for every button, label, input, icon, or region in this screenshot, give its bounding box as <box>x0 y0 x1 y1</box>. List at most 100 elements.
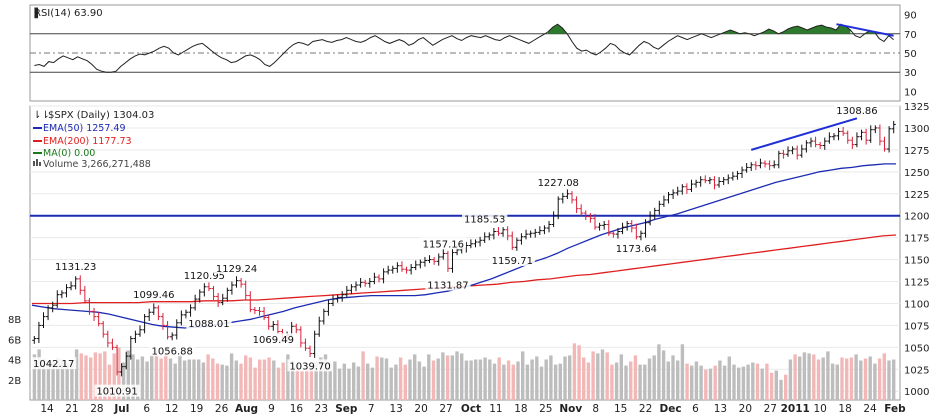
rsi-overbought-area <box>548 24 568 34</box>
volume-bar <box>234 360 238 400</box>
volume-bar <box>262 359 267 400</box>
volume-bar <box>643 364 647 400</box>
ohlc-bar <box>473 239 478 248</box>
ohlc-bar <box>64 284 69 298</box>
ohlc-bar <box>248 291 253 313</box>
ohlc-bar <box>546 220 552 233</box>
volume-bar <box>812 354 816 400</box>
ohlc-bar <box>105 330 110 348</box>
volume-bar <box>328 362 332 400</box>
volume-bar <box>793 354 797 400</box>
volume-bar <box>788 359 793 400</box>
price-annotation: 1308.86 <box>834 104 880 117</box>
volume-bar <box>258 359 262 400</box>
rsi-label: RSI(14) 63.90 <box>34 8 103 19</box>
volume-y-axis-ticks: 8B 6B 4B 2B <box>8 315 21 387</box>
ohlc-bar <box>749 162 754 171</box>
volume-tick-label: 4B <box>8 356 21 367</box>
volume-bar <box>610 364 614 400</box>
ohlc-bar <box>211 285 216 300</box>
volume-bar <box>32 354 37 400</box>
volume-bar <box>89 357 93 400</box>
volume-bar <box>389 367 393 400</box>
x-tick-label: 26 <box>215 403 229 415</box>
ohlc-bar <box>813 136 818 148</box>
volume-bar <box>145 361 149 400</box>
volume-bar <box>779 379 783 401</box>
ohlc-bar <box>266 314 271 330</box>
volume-bar <box>784 374 788 400</box>
price-annotation: 1069.49 <box>250 333 296 346</box>
ohlc-bar <box>877 124 882 146</box>
ohlc-bar <box>864 128 869 145</box>
ohlc-bar <box>441 249 446 260</box>
ohlc-bar <box>602 220 607 230</box>
volume-bar <box>722 365 727 400</box>
volume-bar <box>356 366 361 400</box>
volume-bar <box>863 358 868 400</box>
annotation-label: 1173.64 <box>616 244 657 255</box>
ohlc-bar <box>303 338 308 351</box>
x-tick-label: 25 <box>539 403 552 415</box>
ohlc-bar <box>565 189 570 200</box>
volume-bar <box>79 353 83 400</box>
volume-bar <box>596 353 600 400</box>
price-annotation: 1129.24 <box>213 261 260 275</box>
price-tick-label: 1150 <box>904 256 929 267</box>
ohlc-bar <box>611 230 616 238</box>
volume-bar <box>469 360 473 400</box>
volume-bar <box>154 351 159 400</box>
volume-bar <box>511 364 515 400</box>
price-tick-label: 1225 <box>904 190 929 201</box>
price-tick-label: 1250 <box>904 168 929 179</box>
annotation-label: 1088.01 <box>188 319 229 330</box>
volume-bar <box>361 351 365 400</box>
ohlc-bar <box>597 222 602 231</box>
ohlc-bar <box>574 196 579 214</box>
legend-ema200: EMA(200) 1177.73 <box>43 136 132 147</box>
annotation-label: 1039.70 <box>289 361 330 372</box>
volume-bar <box>887 360 891 400</box>
volume-bar <box>798 356 802 400</box>
volume-bar <box>488 359 492 400</box>
rsi-y-axis-ticks: 90 70 50 30 10 <box>904 11 917 99</box>
rsi-line <box>34 23 894 73</box>
x-tick-label: Dec <box>659 403 681 415</box>
volume-bar <box>835 364 839 400</box>
x-tick-label: 23 <box>315 403 328 415</box>
volume-bar <box>197 359 201 400</box>
ohlc-bar <box>795 145 800 160</box>
volume-bar <box>126 350 130 400</box>
volume-bar <box>572 343 577 400</box>
volume-bar <box>267 357 271 400</box>
ohlc-bar <box>638 230 644 241</box>
volume-bar <box>497 357 501 400</box>
ohlc-bar <box>220 293 225 306</box>
volume-bar <box>248 357 253 400</box>
ohlc-bar <box>698 176 703 187</box>
ohlc-bar <box>523 229 529 240</box>
volume-bar <box>342 363 346 400</box>
rsi-marker-icon: ▐ <box>31 7 38 19</box>
x-tick-label: 24 <box>863 403 877 415</box>
volume-bar <box>816 359 821 400</box>
ohlc-bar <box>225 287 230 302</box>
volume-bar <box>741 366 746 400</box>
annotation-label: 1042.17 <box>33 359 74 370</box>
volume-bar <box>647 358 652 400</box>
volume-bar <box>314 361 318 400</box>
volume-bar <box>253 367 257 400</box>
price-annotation: 1099.46 <box>131 287 177 301</box>
ohlc-bar <box>510 231 515 250</box>
ohlc-bar <box>252 306 257 314</box>
volume-bar <box>229 353 234 400</box>
volume-bar <box>582 357 586 400</box>
ohlc-bar <box>781 149 786 159</box>
volume-bar <box>290 360 295 400</box>
x-tick-label: 18 <box>514 403 527 415</box>
volume-bar <box>408 359 412 400</box>
volume-bar <box>225 365 229 400</box>
rsi-overbought-area <box>759 24 851 34</box>
ohlc-bar <box>735 170 740 180</box>
ohlc-bar <box>349 284 354 294</box>
